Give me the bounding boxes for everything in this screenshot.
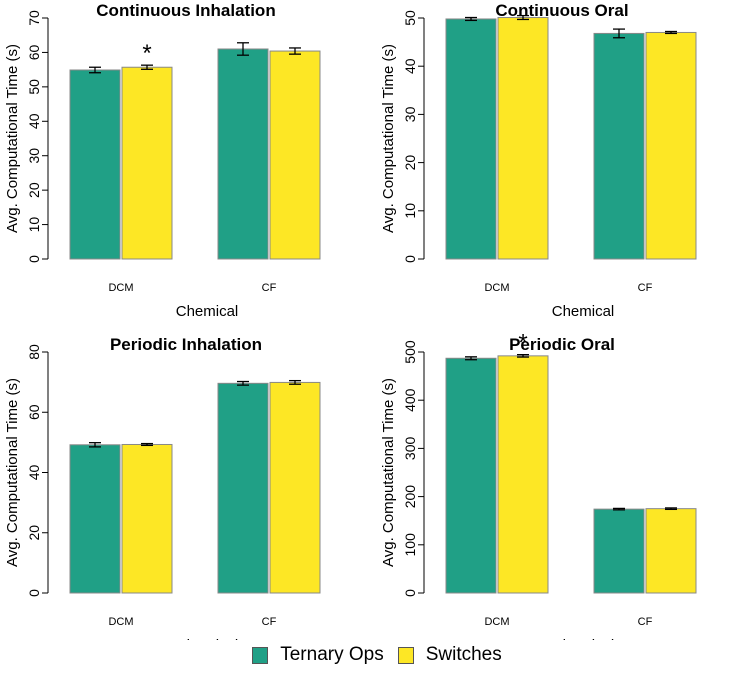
bar-dcm-ternary-ops	[445, 357, 497, 594]
legend-item-switches: Switches	[397, 644, 502, 666]
y-tick-label: 20	[26, 525, 42, 541]
y-tick-label: 80	[26, 344, 42, 360]
bar-cf-switches	[645, 31, 697, 260]
y-tick-label: 60	[26, 44, 42, 60]
y-tick-label: 40	[26, 113, 42, 129]
x-category-label: DCM	[108, 282, 133, 294]
bar-dcm-switches	[497, 17, 549, 260]
y-tick-label: 60	[26, 404, 42, 420]
y-tick-label: 30	[26, 148, 42, 164]
bar-dcm-ternary-ops	[69, 444, 121, 594]
legend-label-ternary-ops: Ternary Ops	[280, 644, 384, 665]
y-tick-label: 300	[402, 437, 418, 461]
chart-panel-1: Continuous Inhalation 0 10 20 30 40 50 60 70 Avg.…	[4, 1, 321, 320]
y-tick-label: 400	[402, 388, 418, 412]
y-tick-label: 0	[402, 589, 418, 597]
y-tick-label: 40	[402, 58, 418, 74]
bar-dcm-switches	[121, 443, 173, 594]
y-tick-label: 10	[26, 217, 42, 233]
legend-item-ternary-ops: Ternary Ops	[252, 644, 384, 666]
bar-cf-switches	[269, 381, 321, 594]
y-tick-label: 0	[26, 589, 42, 597]
panel-title: Periodic Inhalation	[110, 335, 262, 354]
y-tick-label: 200	[402, 485, 418, 509]
y-axis-label: Avg. Computational Time (s)	[380, 378, 397, 567]
legend-swatch-ternary-ops	[252, 646, 269, 664]
legend-swatch-switches	[397, 646, 414, 664]
legend: Ternary Ops Switches	[0, 640, 754, 670]
bar-cf-switches	[645, 508, 697, 594]
bar-cf-ternary-ops	[217, 382, 269, 594]
chart-panel-4: Periodic Oral 0 100 200 300 400 500 Avg. Comput…	[380, 330, 697, 640]
significance-marker: *	[518, 330, 527, 357]
y-tick-label: 100	[402, 533, 418, 557]
figure: Continuous Inhalation 0 10 20 30 40 50 60 70 Avg.…	[4, 1, 697, 640]
y-tick-label: 500	[402, 340, 418, 364]
x-axis-label: Chemical	[552, 303, 615, 320]
legend-label-switches: Switches	[425, 644, 502, 665]
x-axis-label: Chemical	[176, 637, 239, 640]
bar-cf-ternary-ops	[217, 48, 269, 260]
x-axis-label: Chemical	[176, 303, 239, 320]
y-tick-label: 0	[402, 255, 418, 263]
panel-title: Periodic Oral	[509, 335, 615, 354]
significance-marker: *	[142, 40, 151, 67]
bar-dcm-ternary-ops	[445, 18, 497, 260]
y-tick-label: 10	[402, 203, 418, 219]
x-category-label: DCM	[108, 616, 133, 628]
bar-dcm-ternary-ops	[69, 69, 121, 260]
y-tick-label: 0	[26, 255, 42, 263]
x-category-label: DCM	[484, 282, 509, 294]
y-tick-label: 40	[26, 465, 42, 481]
y-tick-label: 20	[26, 182, 42, 198]
x-category-label: CF	[262, 282, 277, 294]
chart-panel-3: Periodic Inhalation 0 20 40 60 80 Avg. Computa…	[4, 335, 321, 640]
x-axis-label: Chemical	[552, 637, 615, 640]
x-category-label: CF	[638, 282, 653, 294]
y-tick-label: 70	[26, 10, 42, 26]
y-tick-label: 50	[402, 10, 418, 26]
bar-dcm-switches	[121, 66, 173, 260]
x-category-label: DCM	[484, 616, 509, 628]
x-category-label: CF	[262, 616, 277, 628]
panel-title: Continuous Inhalation	[96, 1, 275, 20]
x-category-label: CF	[638, 616, 653, 628]
bar-cf-switches	[269, 50, 321, 260]
bar-cf-ternary-ops	[593, 32, 645, 260]
y-tick-label: 20	[402, 155, 418, 171]
y-tick-label: 30	[402, 106, 418, 122]
y-tick-label: 50	[26, 79, 42, 95]
y-axis-label: Avg. Computational Time (s)	[4, 44, 21, 233]
bar-cf-ternary-ops	[593, 508, 645, 594]
y-axis-label: Avg. Computational Time (s)	[380, 44, 397, 233]
y-axis-label: Avg. Computational Time (s)	[4, 378, 21, 567]
bar-dcm-switches	[497, 355, 549, 594]
